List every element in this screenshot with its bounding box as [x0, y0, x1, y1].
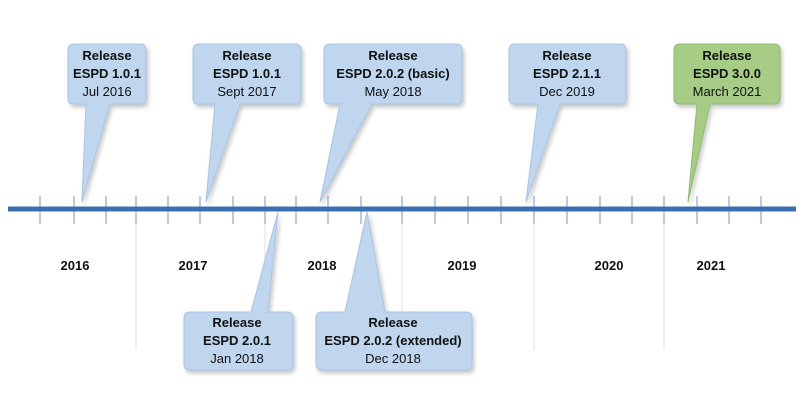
- release-callout-jan-2018: Release ESPD 2.0.1 Jan 2018: [183, 211, 294, 371]
- year-label-2020: 2020: [595, 258, 624, 273]
- callout-bubble: [508, 43, 627, 203]
- release-date: Dec 2019: [539, 84, 595, 99]
- release-date: Dec 2018: [365, 351, 421, 366]
- release-version: ESPD 2.0.2 (basic): [336, 66, 449, 81]
- release-version: ESPD 2.0.2 (extended): [324, 333, 461, 348]
- callout-bubble: [319, 43, 463, 203]
- release-label: Release: [222, 48, 271, 63]
- release-callout-sept-2017: Release ESPD 1.0.1 Sept 2017: [192, 43, 302, 203]
- release-date: March 2021: [693, 84, 762, 99]
- release-date: Sept 2017: [217, 84, 276, 99]
- year-label-2016: 2016: [61, 258, 90, 273]
- release-date: Jan 2018: [210, 351, 264, 366]
- year-label-2019: 2019: [448, 258, 477, 273]
- release-version: ESPD 1.0.1: [213, 66, 281, 81]
- callout-bubble: [315, 211, 473, 371]
- callout-bubble-highlight: [673, 43, 781, 203]
- release-date: Jul 2016: [82, 84, 131, 99]
- year-label-2017: 2017: [179, 258, 208, 273]
- release-version: ESPD 2.0.1: [203, 333, 271, 348]
- release-version: ESPD 2.1.1: [533, 66, 601, 81]
- release-label: Release: [368, 48, 417, 63]
- callout-bubble: [183, 211, 294, 371]
- release-label: Release: [212, 315, 261, 330]
- release-callout-dec-2019: Release ESPD 2.1.1 Dec 2019: [508, 43, 627, 203]
- callout-bubble: [67, 43, 147, 203]
- release-date: May 2018: [364, 84, 421, 99]
- release-label: Release: [702, 48, 751, 63]
- release-label: Release: [368, 315, 417, 330]
- release-callout-dec-2018: Release ESPD 2.0.2 (extended) Dec 2018: [315, 211, 473, 371]
- year-label-2021: 2021: [697, 258, 726, 273]
- year-label-2018: 2018: [308, 258, 337, 273]
- year-labels: 2016 2017 2018 2019 2020 2021: [61, 258, 726, 273]
- release-label: Release: [82, 48, 131, 63]
- release-callout-jul-2016: Release ESPD 1.0.1 Jul 2016: [67, 43, 147, 203]
- release-callout-march-2021: Release ESPD 3.0.0 March 2021: [673, 43, 781, 203]
- release-version: ESPD 1.0.1: [73, 66, 141, 81]
- callout-bubble: [192, 43, 302, 203]
- release-label: Release: [542, 48, 591, 63]
- release-version: ESPD 3.0.0: [693, 66, 761, 81]
- release-callout-may-2018: Release ESPD 2.0.2 (basic) May 2018: [319, 43, 463, 203]
